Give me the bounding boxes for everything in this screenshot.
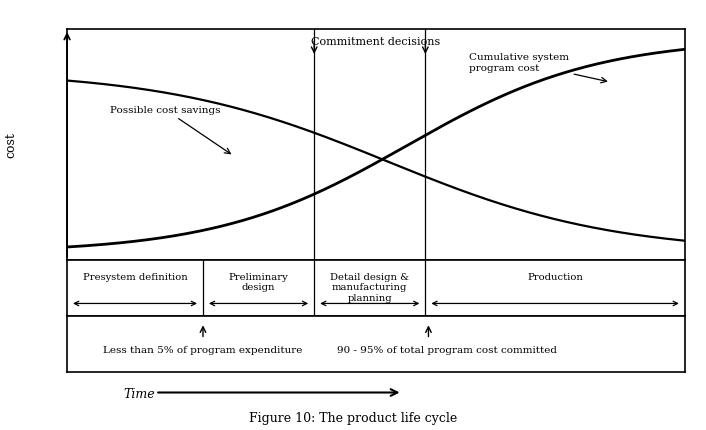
Text: Figure 10: The product life cycle: Figure 10: The product life cycle [249, 411, 457, 424]
Text: Possible cost savings: Possible cost savings [110, 106, 230, 154]
Text: Detail design &
manufacturing
planning: Detail design & manufacturing planning [330, 273, 409, 302]
Text: Less than 5% of program expenditure: Less than 5% of program expenditure [103, 345, 303, 354]
Text: 90 - 95% of total program cost committed: 90 - 95% of total program cost committed [337, 345, 557, 354]
Text: Commitment decisions: Commitment decisions [311, 37, 441, 47]
Text: Production: Production [527, 273, 583, 281]
Text: cost: cost [4, 132, 17, 158]
Text: Preliminary
design: Preliminary design [229, 273, 289, 292]
Text: Presystem definition: Presystem definition [83, 273, 187, 281]
Text: Cumulative system
program cost: Cumulative system program cost [469, 53, 606, 83]
Text: Time: Time [124, 387, 155, 400]
